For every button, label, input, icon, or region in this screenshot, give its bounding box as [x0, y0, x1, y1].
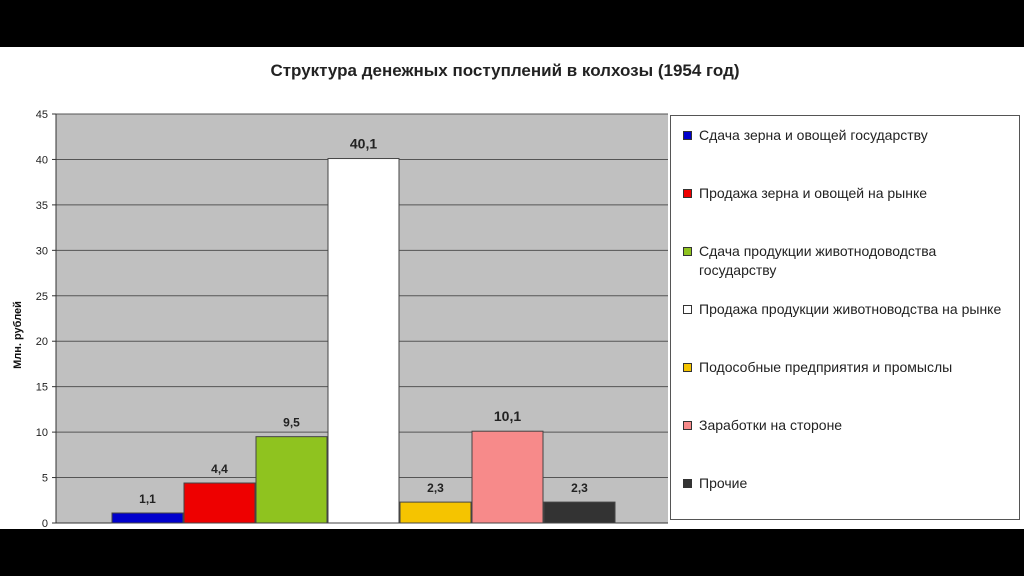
legend-label: Прочие — [699, 475, 748, 491]
legend-item: Сдача зерна и овощей государству — [683, 126, 1013, 145]
y-tick-label: 5 — [42, 473, 48, 485]
legend-item: Подособные предприятия и промыслы — [683, 358, 1013, 377]
y-tick-label: 15 — [36, 382, 48, 394]
chart-title: Структура денежных поступлений в колхозы… — [270, 61, 740, 80]
legend-label: Продажа зерна и овощей на рынке — [699, 185, 928, 201]
legend-swatch — [683, 421, 692, 430]
y-tick-label: 25 — [36, 291, 48, 303]
legend-label: Подособные предприятия и промыслы — [699, 359, 953, 375]
legend-item: Сдача продукции животнодоводства государ… — [683, 242, 1013, 280]
y-tick-label: 20 — [36, 336, 48, 348]
bar-5 — [399, 501, 472, 524]
bar-1 — [111, 512, 184, 524]
bar-6 — [471, 430, 544, 524]
y-tick-label: 30 — [36, 245, 48, 257]
legend-label: Сдача продукции животнодоводства государ… — [699, 243, 937, 278]
bar-chart: 0 5 10 15 20 25 30 35 40 45 1,1 4,4 9,5 40,1 2,3 10,1 2,… — [36, 109, 668, 529]
data-label-3: 9,5 — [283, 416, 300, 430]
legend-label: Продажа продукции животноводства на рынк… — [699, 301, 1002, 317]
legend-swatch — [683, 131, 692, 140]
y-tick-label: 35 — [36, 200, 48, 212]
bar-7 — [543, 501, 616, 524]
y-tick-label: 45 — [36, 109, 48, 121]
legend-item: Продажа зерна и овощей на рынке — [683, 184, 1013, 203]
top-letterbox — [0, 0, 1024, 47]
bar-2 — [183, 482, 256, 524]
legend-item: Заработки на стороне — [683, 416, 1013, 435]
data-label-6: 10,1 — [494, 408, 521, 424]
chart-slide: Структура денежных поступлений в колхозы… — [0, 47, 1024, 529]
data-label-1: 1,1 — [139, 492, 156, 506]
y-tick-label: 40 — [36, 154, 48, 166]
y-tick-label: 10 — [36, 427, 48, 439]
legend-swatch — [683, 479, 692, 488]
data-label-4: 40,1 — [350, 136, 377, 152]
legend-swatch — [683, 247, 692, 256]
legend-label: Заработки на стороне — [699, 417, 843, 433]
y-tick-label: 0 — [42, 518, 48, 529]
bar-4 — [327, 158, 400, 524]
legend-label: Сдача зерна и овощей государству — [699, 127, 928, 143]
data-label-7: 2,3 — [571, 481, 588, 495]
legend-swatch — [683, 305, 692, 314]
legend-swatch — [683, 363, 692, 372]
data-label-2: 4,4 — [211, 462, 228, 476]
legend-swatch — [683, 189, 692, 198]
legend-item: Прочие — [683, 474, 1013, 493]
data-label-5: 2,3 — [427, 481, 444, 495]
bottom-letterbox — [0, 529, 1024, 576]
chart-legend: Сдача зерна и овощей государству Продажа … — [670, 115, 1020, 520]
legend-item: Продажа продукции животноводства на рынк… — [683, 300, 1013, 319]
bar-3 — [255, 436, 328, 524]
